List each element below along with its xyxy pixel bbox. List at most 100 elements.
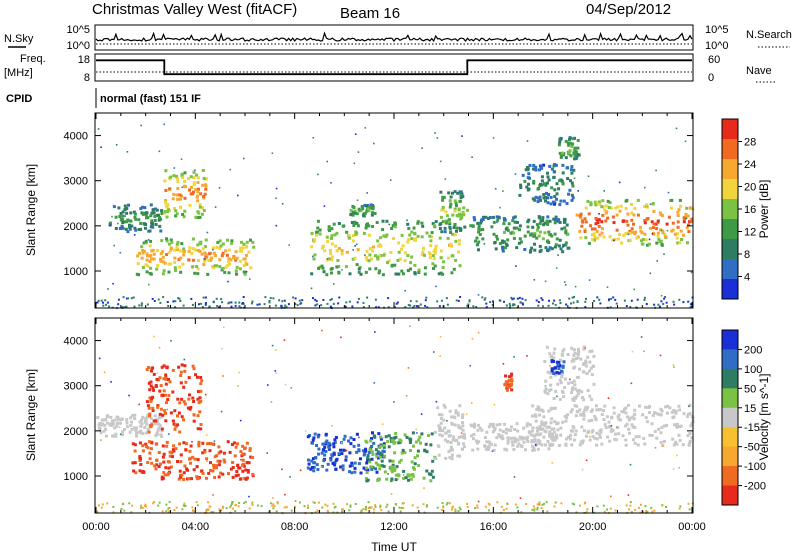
scatter-cell (390, 439, 394, 442)
scatter-cell (688, 439, 692, 443)
scatter-cell (548, 164, 552, 168)
scatter-cell (220, 410, 223, 413)
scatter-cell (643, 442, 647, 446)
scatter-cell (555, 433, 558, 437)
scatter-cell (544, 421, 548, 425)
scatter-cell (362, 301, 365, 304)
scatter-cell (436, 406, 440, 410)
colorbar-swatch (722, 239, 738, 260)
scatter-cell (223, 460, 227, 464)
scatter-cell (627, 427, 631, 431)
scatter-cell (534, 441, 538, 445)
scatter-cell (531, 404, 535, 408)
scatter-cell (407, 238, 411, 241)
scatter-cell (544, 195, 548, 199)
scatter-cell (630, 423, 634, 427)
scatter-cell (374, 504, 377, 507)
scatter-cell (121, 210, 125, 214)
scatter-cell (333, 283, 335, 285)
scatter-cell (486, 448, 490, 452)
scatter-cell (312, 137, 315, 139)
scatter-cell (562, 360, 566, 364)
scatter-cell (633, 441, 637, 445)
scatter-cell (584, 206, 588, 210)
scatter-cell (490, 225, 494, 229)
scatter-cell (628, 508, 630, 511)
scatter-cell (327, 225, 331, 229)
scatter-cell (443, 405, 447, 409)
x-axis-label: Time UT (371, 540, 417, 554)
scatter-cell (218, 258, 222, 262)
scatter-cell (105, 303, 107, 306)
scatter-cell (428, 252, 432, 256)
scatter-cell (215, 245, 219, 249)
scatter-cell (549, 421, 553, 425)
scatter-cell (230, 239, 234, 243)
scatter-cell (123, 204, 127, 208)
scatter-cell (220, 298, 223, 301)
scatter-cell (675, 236, 679, 240)
scatter-cell (203, 450, 207, 454)
scatter-cell (124, 306, 127, 309)
scatter-cell (179, 453, 183, 457)
scatter-cell (570, 181, 574, 185)
scatter-cell (167, 466, 171, 470)
scatter-cell (364, 254, 366, 256)
scatter-cell (134, 217, 138, 221)
scatter-cell (216, 459, 220, 463)
scatter-cell (529, 249, 533, 252)
scatter-cell (97, 128, 100, 130)
scatter-cell (175, 174, 178, 178)
scatter-cell (454, 508, 457, 511)
nave-tick-bottom: 0 (708, 72, 714, 84)
scatter-cell (340, 452, 344, 456)
scatter-cell (581, 468, 584, 471)
scatter-cell (317, 173, 319, 176)
scatter-cell (423, 272, 427, 276)
scatter-cell (516, 506, 519, 509)
scatter-cell (411, 504, 414, 507)
scatter-cell (589, 224, 593, 228)
scatter-cell (171, 455, 174, 459)
scatter-cell (450, 254, 454, 258)
scatter-cell (607, 397, 610, 399)
scatter-cell (589, 410, 593, 413)
scatter-cell (660, 214, 664, 218)
scatter-cell (636, 198, 640, 202)
scatter-cell (323, 249, 327, 253)
scatter-cell (175, 193, 179, 197)
scatter-cell (472, 432, 476, 436)
scatter-cell (577, 190, 579, 192)
scatter-cell (620, 410, 624, 413)
scatter-cell (166, 460, 170, 464)
scatter-cell (504, 427, 508, 431)
scatter-cell (301, 299, 304, 302)
scatter-cell (549, 195, 553, 199)
scatter-cell (162, 389, 166, 393)
scatter-cell (213, 440, 216, 442)
scatter-cell (503, 230, 506, 234)
scatter-cell (138, 420, 142, 424)
scatter-cell (481, 296, 484, 299)
scatter-cell (134, 434, 138, 438)
scatter-cell (497, 215, 500, 219)
scatter-cell (682, 233, 685, 237)
scatter-cell (661, 445, 664, 447)
scatter-cell (545, 345, 549, 349)
scatter-cell (640, 336, 643, 338)
scatter-cell (168, 380, 172, 384)
scatter-cell (506, 441, 510, 445)
scatter-cell (172, 444, 176, 448)
scatter-cell (201, 247, 205, 251)
scatter-cell (576, 410, 580, 414)
scatter-cell (151, 409, 155, 412)
scatter-cell (332, 222, 336, 226)
scatter-cell (557, 244, 561, 248)
scatter-cell (584, 300, 587, 303)
scatter-cell (646, 511, 649, 513)
scatter-cell (632, 417, 636, 421)
scatter-cell (476, 423, 480, 427)
scatter-cell (369, 506, 372, 509)
scatter-cell (362, 231, 366, 235)
scatter-cell (123, 509, 126, 512)
